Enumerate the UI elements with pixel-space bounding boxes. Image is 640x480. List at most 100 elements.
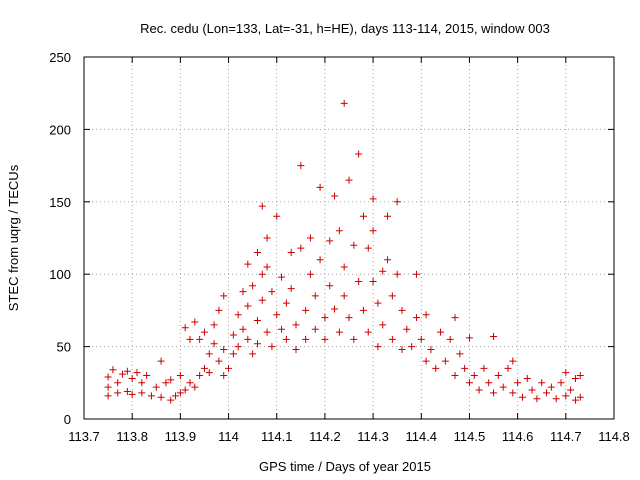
- data-point: [490, 332, 498, 340]
- data-point: [335, 328, 343, 336]
- y-axis-label: STEC from uqrg / TECUs: [6, 164, 21, 311]
- data-point: [306, 234, 314, 242]
- data-point: [119, 370, 127, 378]
- x-tick-label: 114.4: [405, 429, 437, 444]
- data-point: [417, 335, 425, 343]
- x-tick-label: 113.7: [68, 429, 100, 444]
- data-point: [528, 386, 536, 394]
- data-point: [557, 379, 565, 387]
- data-point: [210, 321, 218, 329]
- data-point: [485, 379, 493, 387]
- data-point: [258, 202, 266, 210]
- data-point: [234, 343, 242, 351]
- data-point: [374, 343, 382, 351]
- data-point: [427, 345, 435, 353]
- data-point: [205, 350, 213, 358]
- data-point: [465, 379, 473, 387]
- data-point: [398, 306, 406, 314]
- data-point: [331, 305, 339, 313]
- data-point: [220, 345, 228, 353]
- data-point: [432, 364, 440, 372]
- data-point: [258, 270, 266, 278]
- data-point: [200, 328, 208, 336]
- data-point: [437, 328, 445, 336]
- data-point: [273, 311, 281, 319]
- data-point: [490, 389, 498, 397]
- data-point: [552, 395, 560, 403]
- data-point: [379, 267, 387, 275]
- data-point: [104, 392, 112, 400]
- data-point: [268, 288, 276, 296]
- y-tick-label: 100: [49, 267, 71, 282]
- data-point: [138, 389, 146, 397]
- data-point: [253, 340, 261, 348]
- data-point: [311, 325, 319, 333]
- x-tick-label: 114.2: [309, 429, 341, 444]
- data-point: [176, 389, 184, 397]
- data-point: [306, 270, 314, 278]
- data-point: [278, 273, 286, 281]
- data-point: [514, 379, 522, 387]
- axis-ticks: 113.7 113.8 113.9 114 114.1 114.2 114.3 114.4 11…: [49, 50, 629, 444]
- data-point: [186, 379, 194, 387]
- data-point: [229, 331, 237, 339]
- data-point: [355, 150, 363, 158]
- data-point: [311, 292, 319, 300]
- data-point: [340, 292, 348, 300]
- y-tick-label: 250: [49, 50, 71, 65]
- data-point: [133, 369, 141, 377]
- data-point: [543, 389, 551, 397]
- data-point: [316, 183, 324, 191]
- data-point: [104, 383, 112, 391]
- x-tick-label: 114.6: [502, 429, 534, 444]
- chart-title: Rec. cedu (Lon=133, Lat=-31, h=HE), days…: [140, 21, 550, 36]
- x-axis-label: GPS time / Days of year 2015: [259, 459, 431, 474]
- data-point: [374, 299, 382, 307]
- data-point: [422, 311, 430, 319]
- data-point: [205, 369, 213, 377]
- data-point: [562, 369, 570, 377]
- data-point: [331, 192, 339, 200]
- data-point: [282, 299, 290, 307]
- data-point: [393, 198, 401, 206]
- data-point: [451, 314, 459, 322]
- data-point: [465, 334, 473, 342]
- data-point: [509, 357, 517, 365]
- data-point: [446, 335, 454, 343]
- data-point: [369, 277, 377, 285]
- data-point: [292, 321, 300, 329]
- data-point: [239, 288, 247, 296]
- data-point: [268, 343, 276, 351]
- data-point: [350, 241, 358, 249]
- data-point: [143, 372, 151, 380]
- data-point: [350, 335, 358, 343]
- data-point: [196, 335, 204, 343]
- data-point: [210, 340, 218, 348]
- y-tick-label: 200: [49, 122, 71, 137]
- data-point: [181, 386, 189, 394]
- data-point: [571, 396, 579, 404]
- data-point: [167, 376, 175, 384]
- data-point: [287, 285, 295, 293]
- data-point: [234, 311, 242, 319]
- data-point: [547, 383, 555, 391]
- data-point: [239, 325, 247, 333]
- data-point: [191, 318, 199, 326]
- data-points: [104, 99, 584, 404]
- data-point: [253, 317, 261, 325]
- data-point: [340, 99, 348, 107]
- data-point: [292, 345, 300, 353]
- data-point: [287, 248, 295, 256]
- data-point: [104, 373, 112, 381]
- data-point: [114, 379, 122, 387]
- data-point: [258, 296, 266, 304]
- x-tick-label: 114.8: [598, 429, 630, 444]
- data-point: [518, 393, 526, 401]
- y-tick-label: 50: [57, 340, 71, 355]
- data-point: [533, 395, 541, 403]
- data-point: [388, 335, 396, 343]
- data-point: [167, 396, 175, 404]
- data-point: [302, 306, 310, 314]
- data-point: [441, 357, 449, 365]
